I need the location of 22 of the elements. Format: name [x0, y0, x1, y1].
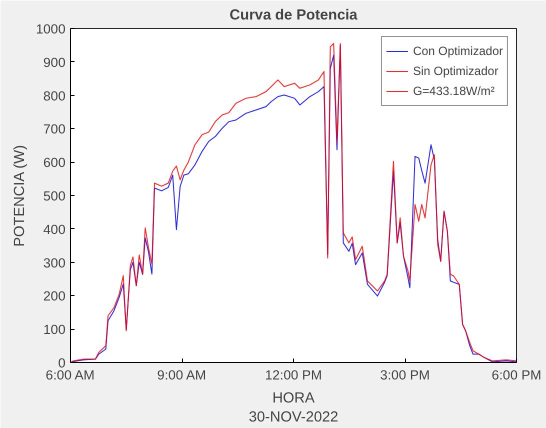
y-tick-label: 400: [43, 222, 66, 237]
y-tick-label: 800: [43, 88, 66, 104]
y-tick-label: 1000: [36, 22, 66, 36]
y-tick-label: 600: [43, 155, 66, 170]
y-tick-label: 200: [43, 288, 66, 304]
chart-title: Curva de Potencia: [230, 8, 358, 24]
y-tick-label: 0: [58, 356, 66, 370]
legend-label: Con Optimizador: [412, 44, 503, 58]
y-tick-label: 700: [43, 122, 66, 137]
x-tick-label: 3:00 PM: [380, 368, 430, 382]
x-tick-label: 6:00 PM: [492, 368, 542, 382]
y-tick-label: 300: [43, 255, 66, 270]
x-axis-title: HORA 30-NOV-2022: [248, 390, 338, 426]
y-tick-label: 900: [43, 54, 66, 70]
y-axis-title: POTENCIA (W): [12, 145, 28, 247]
y-tick-label: 500: [43, 188, 66, 204]
y-tick-label: 100: [43, 322, 66, 338]
x-tick-label: 6:00 AM: [46, 368, 95, 382]
x-tick-label: 12:00 PM: [264, 368, 322, 382]
annotation: G=433.18W/m²: [412, 84, 495, 98]
legend-label: Sin Optimizador: [412, 64, 498, 78]
x-tick-label: 9:00 AM: [157, 368, 206, 382]
